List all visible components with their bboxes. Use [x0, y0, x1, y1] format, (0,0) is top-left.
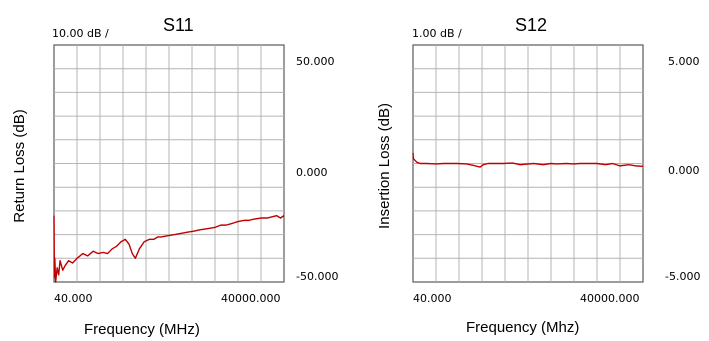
- s12-x-tick-end: 40000.000: [580, 292, 640, 305]
- s11-gridlines: [54, 45, 284, 282]
- s11-trace-group: [53, 214, 285, 283]
- s11-chart: 10.00 dB / S11 50.000 0.000 -50.000 40.0…: [11, 15, 338, 338]
- s11-x-tick-end: 40000.000: [221, 292, 281, 305]
- s11-scale-label: 10.00 dB /: [52, 27, 109, 40]
- s11-x-tick-start: 40.000: [54, 292, 93, 305]
- s12-trace-group: [412, 152, 644, 168]
- s11-y-tick-top: 50.000: [296, 55, 335, 68]
- s11-y-tick-mid: 0.000: [296, 166, 328, 179]
- s11-y-tick-bottom: -50.000: [296, 270, 338, 283]
- s12-y-tick-mid: 0.000: [668, 164, 700, 177]
- s12-y-tick-bottom: -5.000: [665, 270, 700, 283]
- s12-trace-line: [412, 152, 644, 168]
- s11-chart-title: S11: [163, 15, 194, 35]
- s11-y-axis-label: Return Loss (dB): [11, 109, 28, 222]
- s11-trace-line: [53, 214, 285, 283]
- s12-chart-title: S12: [515, 15, 547, 35]
- s12-x-tick-start: 40.000: [413, 292, 452, 305]
- s12-y-tick-top: 5.000: [668, 55, 700, 68]
- s12-y-axis-label: Insertion Loss (dB): [376, 103, 393, 229]
- s12-chart: 1.00 dB / S12 5.000 0.000 -5.000 40.000 …: [376, 15, 700, 336]
- s11-x-axis-label: Frequency (MHz): [84, 321, 200, 338]
- s12-scale-label: 1.00 dB /: [412, 27, 462, 40]
- s12-x-axis-label: Frequency (Mhz): [466, 319, 579, 336]
